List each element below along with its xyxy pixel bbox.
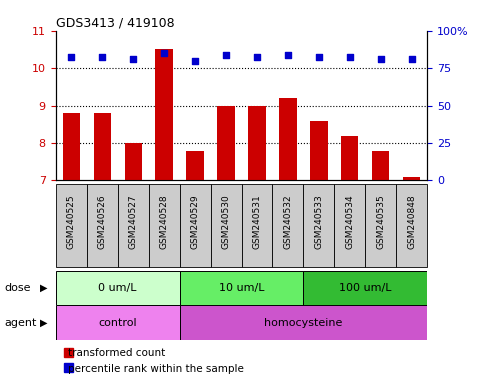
Bar bbox=[303, 271, 427, 305]
Point bbox=[284, 52, 292, 58]
Bar bbox=[217, 106, 235, 180]
Text: GSM240530: GSM240530 bbox=[222, 194, 230, 249]
Text: ▶: ▶ bbox=[40, 283, 47, 293]
Bar bbox=[397, 184, 427, 267]
Bar bbox=[117, 184, 149, 267]
Text: transformed count: transformed count bbox=[68, 348, 165, 358]
Text: dose: dose bbox=[5, 283, 31, 293]
Bar bbox=[56, 305, 180, 340]
Bar bbox=[56, 271, 180, 305]
Point bbox=[315, 54, 323, 60]
Text: GSM240528: GSM240528 bbox=[159, 194, 169, 249]
Bar bbox=[311, 121, 327, 180]
Bar bbox=[334, 184, 366, 267]
Bar bbox=[403, 177, 421, 180]
Point bbox=[67, 54, 75, 60]
Text: homocysteine: homocysteine bbox=[264, 318, 342, 328]
Text: GSM240848: GSM240848 bbox=[408, 194, 416, 249]
Bar bbox=[62, 113, 80, 180]
Text: agent: agent bbox=[5, 318, 37, 328]
Bar bbox=[180, 305, 427, 340]
Bar bbox=[156, 50, 172, 180]
Point bbox=[408, 56, 416, 62]
Bar bbox=[186, 151, 203, 180]
Bar bbox=[272, 184, 303, 267]
Bar bbox=[280, 98, 297, 180]
Point bbox=[222, 52, 230, 58]
Bar bbox=[94, 113, 111, 180]
Bar bbox=[56, 184, 86, 267]
Point bbox=[98, 54, 106, 60]
Point bbox=[160, 50, 168, 56]
Text: 0 um/L: 0 um/L bbox=[98, 283, 137, 293]
Text: control: control bbox=[98, 318, 137, 328]
Text: GSM240525: GSM240525 bbox=[67, 194, 75, 249]
Bar bbox=[149, 184, 180, 267]
Text: ▶: ▶ bbox=[40, 318, 47, 328]
Text: 100 um/L: 100 um/L bbox=[339, 283, 392, 293]
Bar bbox=[341, 136, 358, 180]
Text: GSM240526: GSM240526 bbox=[98, 194, 107, 249]
Bar bbox=[366, 184, 397, 267]
Text: 10 um/L: 10 um/L bbox=[219, 283, 264, 293]
Text: percentile rank within the sample: percentile rank within the sample bbox=[68, 364, 243, 374]
Bar bbox=[248, 106, 266, 180]
Bar bbox=[86, 184, 117, 267]
Point bbox=[253, 54, 261, 60]
Text: GSM240532: GSM240532 bbox=[284, 194, 293, 249]
Text: GSM240535: GSM240535 bbox=[376, 194, 385, 249]
Bar bbox=[242, 184, 272, 267]
Bar bbox=[303, 184, 334, 267]
Text: GSM240534: GSM240534 bbox=[345, 194, 355, 249]
Bar bbox=[180, 184, 211, 267]
Point bbox=[346, 54, 354, 60]
Point bbox=[129, 56, 137, 62]
Text: GSM240527: GSM240527 bbox=[128, 194, 138, 249]
Text: GSM240531: GSM240531 bbox=[253, 194, 261, 249]
Bar bbox=[211, 184, 242, 267]
Point bbox=[191, 58, 199, 64]
Text: GSM240533: GSM240533 bbox=[314, 194, 324, 249]
Point bbox=[377, 56, 385, 62]
Text: GSM240529: GSM240529 bbox=[190, 194, 199, 249]
Text: GDS3413 / 419108: GDS3413 / 419108 bbox=[56, 17, 174, 30]
Bar bbox=[372, 151, 389, 180]
Bar bbox=[180, 271, 303, 305]
Bar bbox=[125, 143, 142, 180]
